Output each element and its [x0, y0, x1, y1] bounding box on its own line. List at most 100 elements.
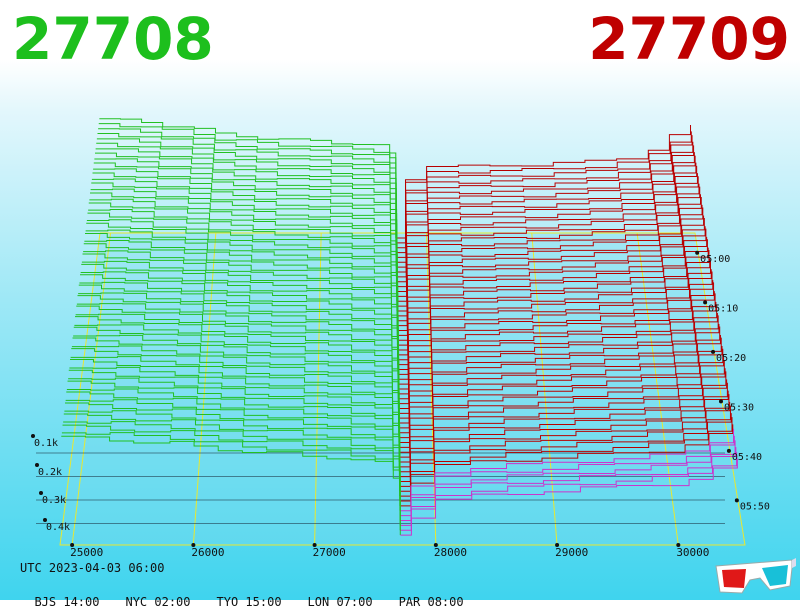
- ask-depth-line-25: [397, 258, 711, 361]
- ask-depth-line-55: [399, 424, 734, 507]
- y-tick-mark-0.4k: [43, 518, 47, 522]
- x-tick-label-25000: 25000: [70, 546, 103, 559]
- ask-depth-line-49: [399, 390, 729, 478]
- bid-depth-line-45: [71, 348, 400, 458]
- bid-depth-line-48: [69, 366, 400, 472]
- bid-depth-line-5: [96, 142, 397, 263]
- ask-depth-line-57: [400, 435, 735, 517]
- ask-depth-line-23: [397, 247, 709, 351]
- bid-depth-line-50: [68, 377, 400, 482]
- bid-depth-line-9: [93, 162, 397, 282]
- bid-depth-line-49: [68, 369, 400, 477]
- zone-lon: LON 07:00: [307, 595, 373, 609]
- bid-depth-line-60: [61, 432, 401, 531]
- time-zones: BJS 14:00 NYC 02:00 TYO 15:00 LON 07:00 PAR …: [20, 581, 490, 609]
- bid-depth-line-28: [81, 260, 399, 375]
- y-tick-label-0.2k: 0.2k: [38, 467, 62, 478]
- ask-depth-line-17: [397, 215, 705, 322]
- bid-depth-line-4: [96, 138, 397, 258]
- ask-price: 27709: [588, 5, 790, 73]
- zone-bjs: BJS 14:00: [34, 595, 100, 609]
- 3d-glasses-icon[interactable]: [712, 556, 796, 596]
- zone-tyo: TYO 15:00: [216, 595, 282, 609]
- bid-depth-line-18: [88, 208, 398, 326]
- time-tick-label-05:10: 05:10: [708, 303, 738, 314]
- grid-price-29000: [531, 232, 558, 546]
- bid-depth-line-34: [78, 292, 399, 404]
- bid-depth-line-47: [70, 358, 400, 467]
- bid-depth-line-17: [88, 202, 398, 321]
- time-tick-label-05:20: 05:20: [716, 353, 746, 364]
- bid-depth-line-14: [90, 188, 398, 307]
- y-tick-label-0.3k: 0.3k: [42, 495, 66, 506]
- grid-price-27000: [314, 232, 322, 546]
- bid-depth-line-36: [76, 303, 399, 414]
- bid-depth-line-25: [83, 243, 399, 360]
- bid-depth-line-54: [65, 399, 401, 501]
- y-tick-label-0.1k: 0.1k: [34, 438, 58, 449]
- time-tick-mark-05:10: [703, 300, 708, 305]
- bid-depth-line-61: [61, 435, 401, 536]
- bid-depth-line-1: [98, 123, 397, 243]
- zone-par: PAR 08:00: [398, 595, 464, 609]
- ask-depth-line-59: [400, 447, 737, 526]
- bid-depth-line-58: [63, 421, 401, 521]
- bid-depth-line-10: [93, 168, 398, 287]
- ask-depth-line-13: [396, 194, 702, 302]
- ask-depth-line-47: [399, 379, 728, 468]
- time-tick-label-05:30: 05:30: [724, 402, 754, 413]
- ask-depth-line-15: [397, 204, 703, 312]
- bid-depth-line-32: [79, 281, 399, 394]
- chart-body: 25000 26000 27000 28000 29000 30000 0.1k 0.2k 0.…: [31, 118, 770, 559]
- bid-depth-line-52: [66, 388, 401, 492]
- x-tick-mark-25000: [70, 543, 75, 547]
- bid-depth-line-33: [78, 284, 399, 399]
- utc-time: UTC 2023-04-03 06:00: [20, 561, 165, 575]
- bid-depth-line-37: [76, 305, 400, 419]
- ask-depth-line-5: [396, 152, 695, 263]
- ask-depth-line-11: [396, 183, 700, 293]
- bid-depth-line-35: [77, 295, 399, 409]
- x-tick-label-27000: 27000: [313, 546, 346, 559]
- bid-depth-line-22: [85, 229, 398, 346]
- ask-depth-line-41: [398, 346, 723, 439]
- zone-nyc: NYC 02:00: [125, 595, 191, 609]
- bid-depth-line-38: [75, 313, 400, 424]
- bid-depth-line-53: [66, 391, 401, 497]
- ask-depth-line-0: [395, 125, 692, 239]
- time-tick-mark-05:30: [718, 399, 723, 404]
- ask-depth-line-51: [399, 401, 731, 487]
- ask-depth-line-33: [398, 301, 717, 400]
- grid-price-26000: [192, 232, 217, 546]
- bid-depth-line-2: [98, 128, 397, 248]
- ask-depth-line-27: [397, 269, 712, 370]
- bid-depth-line-20: [86, 219, 398, 336]
- bid-depth-line-30: [80, 271, 399, 385]
- bid-depth-line-29: [81, 263, 399, 380]
- bid-depth-line-12: [91, 178, 398, 297]
- ask-depth-line-31: [398, 291, 715, 390]
- x-tick-mark-28000: [433, 543, 438, 547]
- bid-depth-line-39: [75, 316, 400, 428]
- bid-depth-line-31: [80, 274, 399, 389]
- bid-depth-line-11: [92, 172, 398, 292]
- bid-depth-line-19: [87, 212, 398, 331]
- ask-depth-line-2: [396, 135, 693, 249]
- x-tick-mark-30000: [676, 543, 681, 547]
- x-tick-mark-27000: [312, 543, 317, 547]
- bid-depth-line-6: [95, 148, 397, 268]
- x-tick-mark-26000: [191, 543, 196, 547]
- ask-depth-line-37: [398, 323, 720, 419]
- ask-depth-line-53: [399, 413, 732, 497]
- bid-depth-line-56: [64, 410, 401, 511]
- x-tick-label-28000: 28000: [434, 546, 467, 559]
- bid-depth-line-46: [70, 356, 400, 463]
- bid-depth-line-42: [73, 334, 400, 443]
- ask-depth-line-35: [398, 312, 718, 409]
- time-tick-label-05:40: 05:40: [732, 452, 762, 463]
- bid-depth-line-13: [91, 182, 398, 302]
- time-tick-mark-05:20: [711, 349, 716, 354]
- time-tick-mark-05:40: [726, 448, 731, 453]
- bid-depth-line-40: [74, 324, 400, 433]
- bid-depth-line-15: [89, 192, 398, 312]
